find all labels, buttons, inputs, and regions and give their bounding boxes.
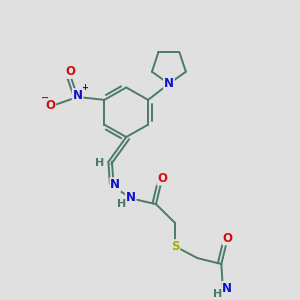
Text: N: N <box>164 77 174 90</box>
Text: S: S <box>171 240 179 253</box>
Text: −: − <box>41 93 50 103</box>
Text: H: H <box>95 158 105 168</box>
Text: O: O <box>223 232 232 244</box>
Text: N: N <box>222 282 232 295</box>
Text: +: + <box>81 83 88 92</box>
Text: N: N <box>73 89 82 102</box>
Text: O: O <box>66 65 76 78</box>
Text: N: N <box>110 178 120 191</box>
Text: H: H <box>116 199 126 208</box>
Text: H: H <box>213 289 222 299</box>
Text: O: O <box>157 172 167 185</box>
Text: N: N <box>126 191 136 204</box>
Text: O: O <box>45 99 55 112</box>
